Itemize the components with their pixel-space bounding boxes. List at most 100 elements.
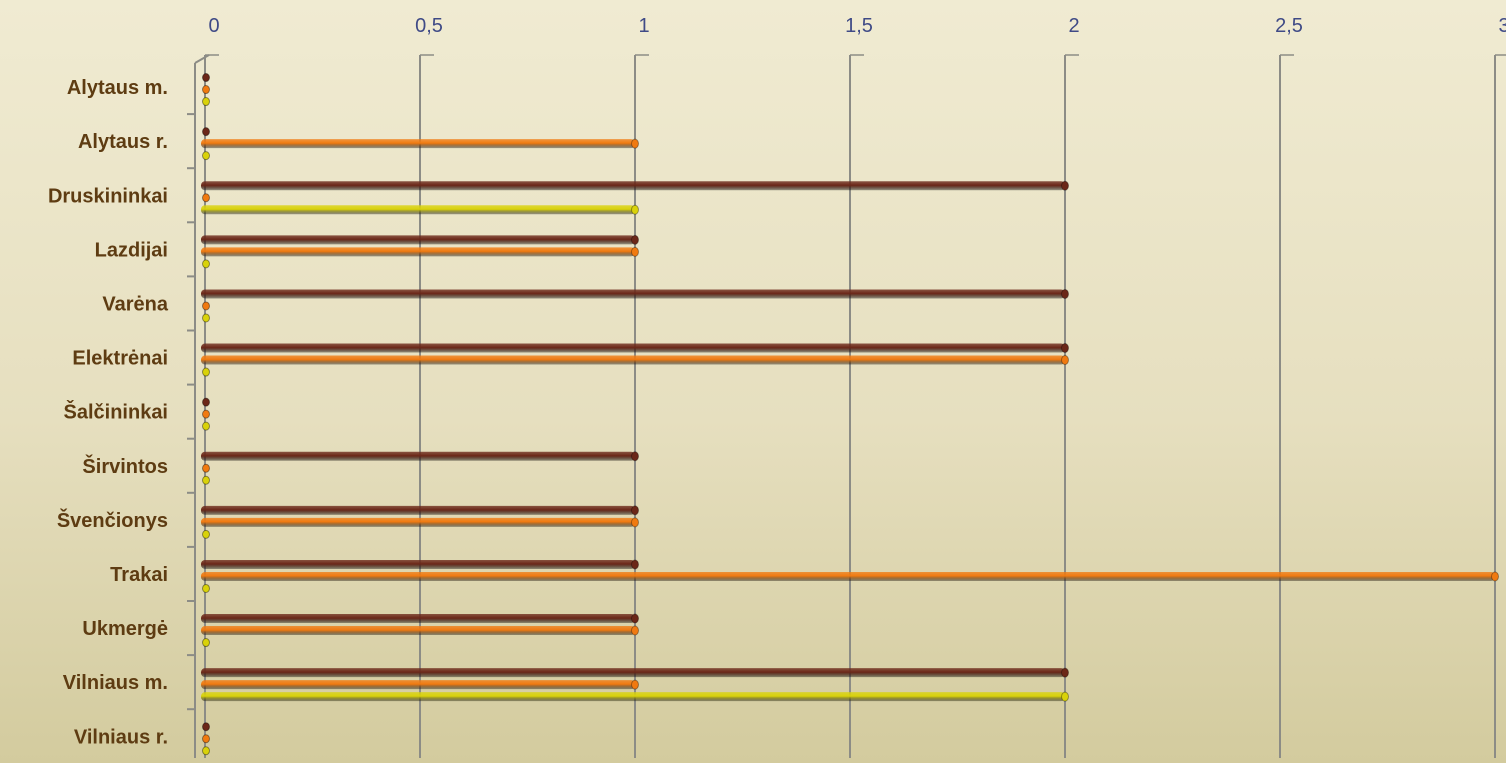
bar-cap bbox=[631, 246, 639, 257]
bar bbox=[202, 734, 210, 744]
bar bbox=[201, 559, 639, 570]
bar-body bbox=[201, 692, 1065, 702]
bar bbox=[201, 234, 639, 245]
bar bbox=[202, 583, 210, 593]
bar bbox=[202, 193, 210, 203]
category-label: Širvintos bbox=[82, 454, 168, 478]
bar bbox=[202, 529, 210, 539]
bar bbox=[202, 367, 210, 377]
bar-body bbox=[201, 205, 635, 215]
category-label: Šalčininkai bbox=[64, 400, 169, 424]
category-label: Vilniaus r. bbox=[74, 726, 168, 748]
x-tick-label: 2 bbox=[1068, 15, 1079, 37]
bar-zero-cap bbox=[202, 734, 210, 744]
bar-zero-cap bbox=[202, 193, 210, 203]
category-label: Elektrėnai bbox=[72, 348, 168, 370]
category-label: Ukmergė bbox=[82, 618, 168, 640]
bar-cap bbox=[1061, 180, 1069, 191]
bar bbox=[201, 613, 639, 624]
bar bbox=[201, 691, 1069, 702]
bar-cap bbox=[631, 505, 639, 516]
x-tick-label: 3 bbox=[1498, 15, 1506, 37]
bar bbox=[202, 85, 210, 95]
bar bbox=[202, 151, 210, 161]
category-label: Varėna bbox=[102, 293, 168, 315]
bar-cap bbox=[1061, 343, 1069, 354]
bar-zero-cap bbox=[202, 409, 210, 419]
bar-body bbox=[201, 451, 635, 461]
bar bbox=[201, 505, 639, 516]
x-tick-label: 1 bbox=[638, 15, 649, 37]
bar-zero-cap bbox=[202, 529, 210, 539]
category-label: Alytaus r. bbox=[78, 131, 168, 153]
bar-zero-cap bbox=[202, 746, 210, 756]
bar bbox=[201, 180, 1069, 191]
category-label: Lazdijai bbox=[95, 239, 168, 261]
bar bbox=[201, 571, 1499, 582]
bar-body bbox=[201, 626, 635, 636]
bar-zero-cap bbox=[202, 127, 210, 137]
bar bbox=[202, 463, 210, 473]
bar-cap bbox=[631, 679, 639, 690]
bar bbox=[202, 475, 210, 485]
bar bbox=[201, 246, 639, 257]
x-tick-label: 2,5 bbox=[1275, 15, 1303, 37]
bar bbox=[201, 679, 639, 690]
bar bbox=[201, 204, 639, 215]
category-label: Druskininkai bbox=[48, 185, 168, 207]
bar-body bbox=[201, 571, 1495, 581]
category-label: Alytaus m. bbox=[67, 77, 168, 99]
bar-cap bbox=[1061, 355, 1069, 366]
bar-cap bbox=[1061, 691, 1069, 702]
bar-zero-cap bbox=[202, 638, 210, 648]
bar-cap bbox=[1491, 571, 1499, 582]
bar-zero-cap bbox=[202, 421, 210, 431]
bar-body bbox=[201, 668, 1065, 678]
category-label: Vilniaus m. bbox=[63, 672, 168, 694]
bar-body bbox=[201, 181, 1065, 191]
bar-zero-cap bbox=[202, 85, 210, 95]
bars bbox=[201, 73, 1499, 756]
bar-cap bbox=[631, 138, 639, 149]
bar bbox=[202, 397, 210, 407]
bar-body bbox=[201, 614, 635, 624]
gridlines bbox=[204, 54, 1506, 758]
bar bbox=[202, 301, 210, 311]
category-label: Švenčionys bbox=[57, 508, 168, 532]
bar-cap bbox=[631, 517, 639, 528]
bar-zero-cap bbox=[202, 722, 210, 732]
category-axis bbox=[187, 54, 210, 758]
bar-cap bbox=[631, 204, 639, 215]
bar-zero-cap bbox=[202, 397, 210, 407]
bar bbox=[201, 451, 639, 462]
x-tick-label: 1,5 bbox=[845, 15, 873, 37]
bar bbox=[202, 638, 210, 648]
bar bbox=[202, 97, 210, 107]
bar-body bbox=[201, 517, 635, 527]
bar-body bbox=[201, 505, 635, 515]
bar bbox=[201, 288, 1069, 299]
bar bbox=[202, 746, 210, 756]
x-tick-label: 0 bbox=[208, 15, 219, 37]
bar bbox=[202, 259, 210, 269]
bar-zero-cap bbox=[202, 367, 210, 377]
bar-cap bbox=[631, 559, 639, 570]
category-labels: Alytaus m. Alytaus r. Druskininkai Lazdijai… bbox=[48, 77, 169, 748]
bar-body bbox=[201, 235, 635, 245]
bar-body bbox=[201, 289, 1065, 299]
bar-body bbox=[201, 680, 635, 690]
bar-body bbox=[201, 559, 635, 569]
bar bbox=[202, 722, 210, 732]
bar-zero-cap bbox=[202, 463, 210, 473]
bar bbox=[201, 667, 1069, 678]
bar-zero-cap bbox=[202, 583, 210, 593]
category-axis-depth bbox=[194, 54, 210, 64]
bar-body bbox=[201, 139, 635, 149]
bar bbox=[202, 127, 210, 137]
bar bbox=[201, 343, 1069, 354]
bar bbox=[201, 355, 1069, 366]
bar-cap bbox=[631, 451, 639, 462]
bar-body bbox=[201, 355, 1065, 365]
bar bbox=[202, 409, 210, 419]
